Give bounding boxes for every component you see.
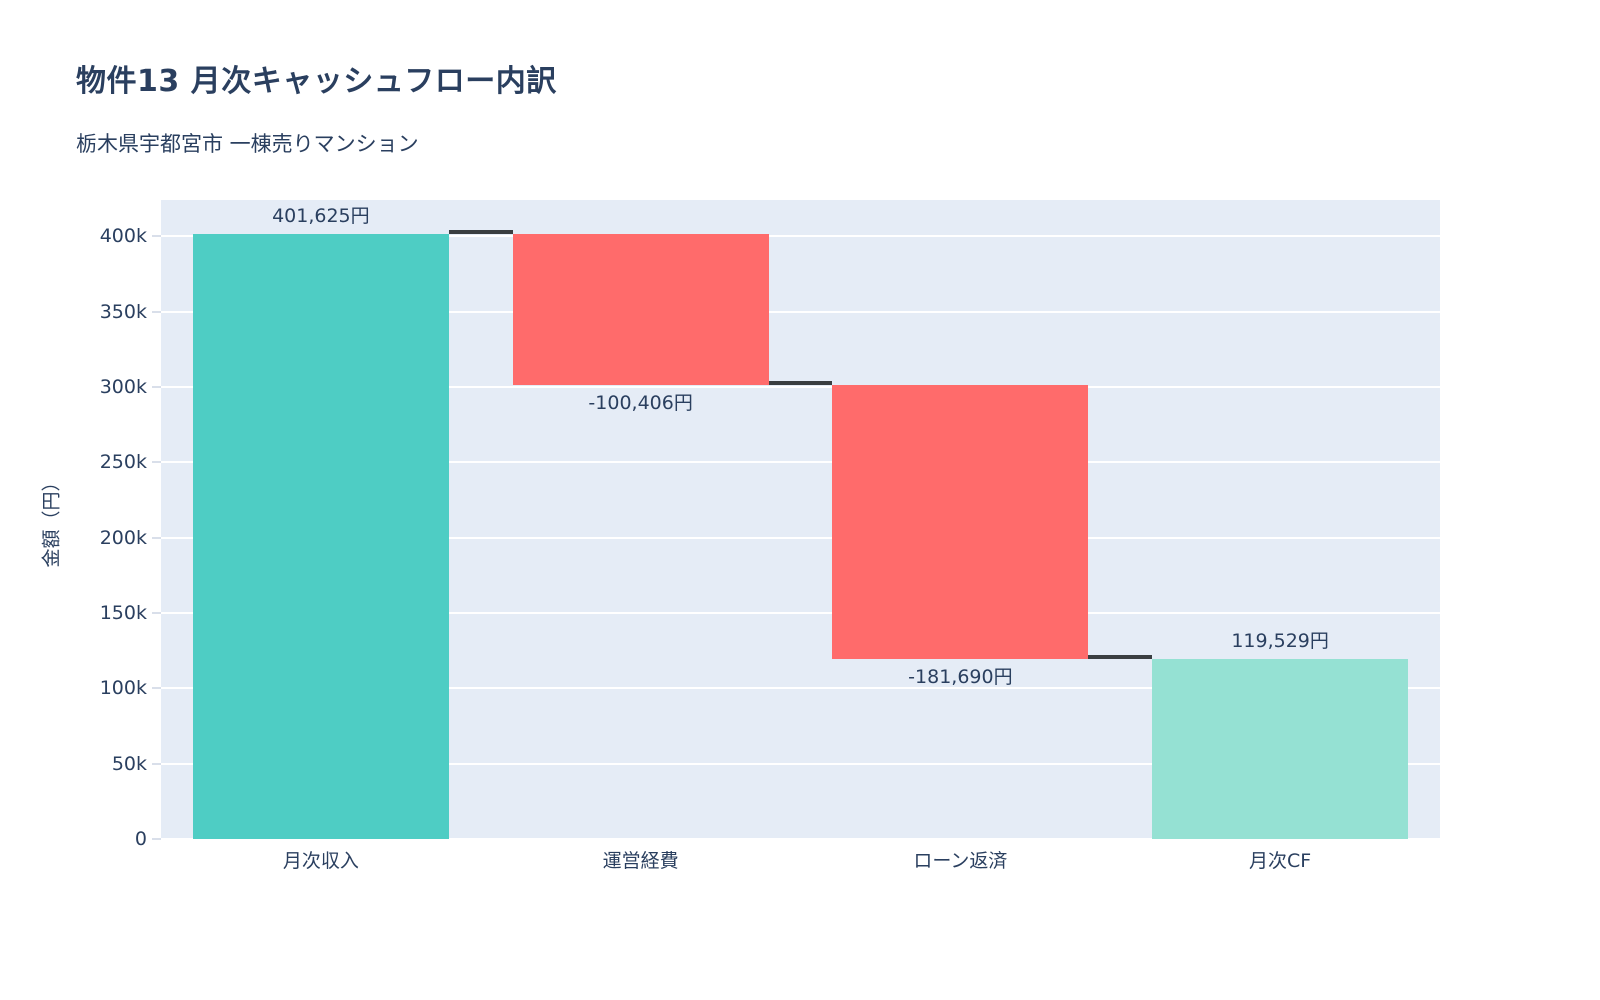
waterfall-connector <box>1088 654 1153 659</box>
bar-value-label: 401,625円 <box>272 204 370 227</box>
y-tick-mark <box>152 762 161 765</box>
x-category-label: 月次CF <box>1249 850 1312 872</box>
gridline <box>161 385 1440 388</box>
waterfall-bar-3 <box>832 385 1089 659</box>
y-tick-label: 250k <box>99 451 147 474</box>
y-tick-label: 150k <box>99 601 147 624</box>
waterfall-connector <box>768 381 833 386</box>
y-tick-mark <box>152 611 161 614</box>
bar-value-label: -100,406円 <box>588 392 693 415</box>
waterfall-bar-2 <box>512 233 769 386</box>
y-tick-mark <box>152 687 161 690</box>
y-tick-label: 200k <box>99 526 147 549</box>
y-tick-label: 50k <box>111 752 147 775</box>
gridline <box>161 461 1440 464</box>
y-tick-label: 350k <box>99 300 147 323</box>
gridline <box>161 762 1440 765</box>
y-tick-label: 300k <box>99 375 147 398</box>
y-tick-mark <box>152 235 161 238</box>
y-tick-label: 400k <box>99 225 147 248</box>
bar-value-label: -181,690円 <box>908 665 1013 688</box>
gridline <box>161 310 1440 313</box>
y-tick-label: 100k <box>99 677 147 700</box>
waterfall-bar-4 <box>1152 658 1409 839</box>
y-axis-title: 金額（円） <box>40 472 63 568</box>
waterfall-connector <box>448 229 513 234</box>
gridline <box>161 235 1440 238</box>
chart-subtitle: 栃木県宇都宮市 一棟売りマンション <box>76 132 419 156</box>
y-tick-mark <box>152 461 161 464</box>
gridline <box>161 611 1440 614</box>
x-category-label: 月次収入 <box>282 850 359 872</box>
y-tick-mark <box>152 536 161 539</box>
y-tick-mark <box>152 838 161 840</box>
y-tick-label: 0 <box>134 828 147 850</box>
gridline <box>161 687 1440 690</box>
x-category-label: 運営経費 <box>602 850 679 872</box>
x-category-label: ローン返済 <box>913 850 1008 872</box>
y-tick-mark <box>152 385 161 388</box>
y-tick-mark <box>152 310 161 313</box>
gridline <box>161 838 1440 840</box>
waterfall-bar-1 <box>192 233 449 839</box>
bar-value-label: 119,529円 <box>1231 629 1329 652</box>
chart-title: 物件13 月次キャッシュフロー内訳 <box>76 64 557 99</box>
gridline <box>161 536 1440 539</box>
